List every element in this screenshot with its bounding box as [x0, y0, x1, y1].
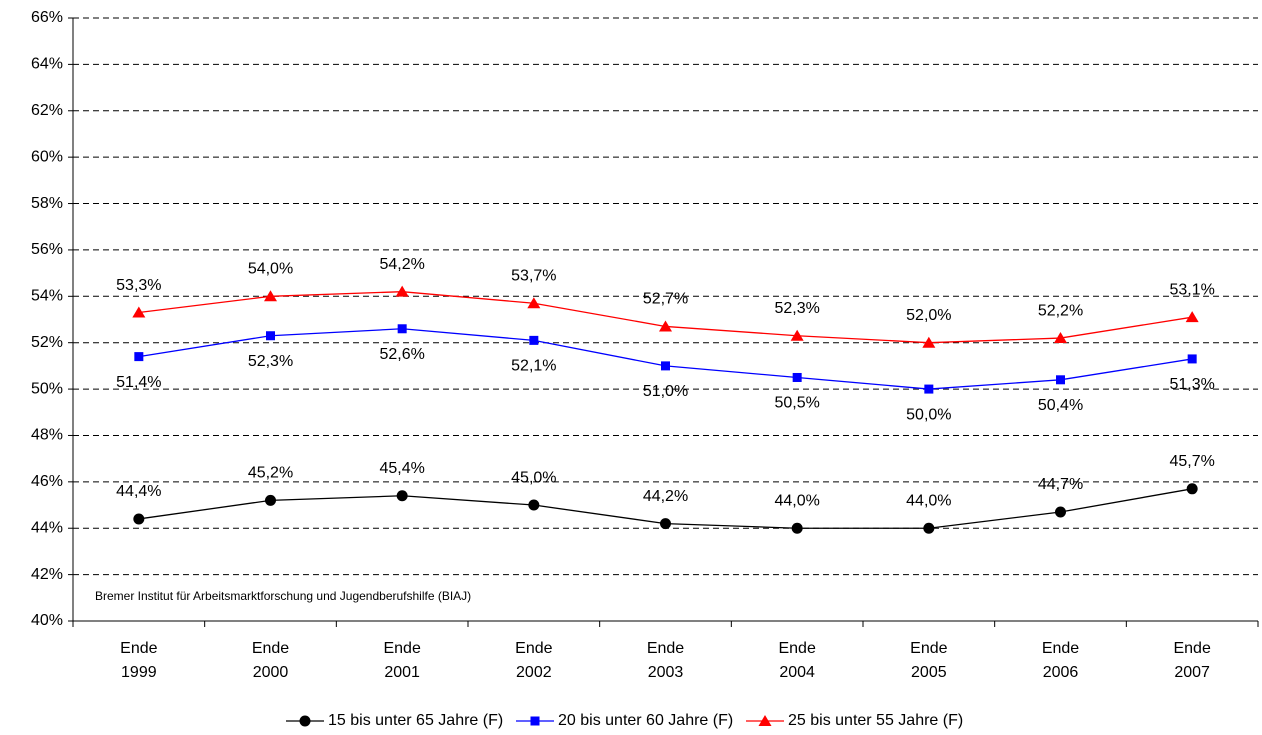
point: [924, 384, 934, 394]
y-tick-label: 54%: [31, 288, 63, 305]
data-label: 44,0%: [906, 492, 951, 509]
data-label: 53,1%: [1169, 281, 1214, 298]
data-label: 45,2%: [248, 465, 293, 482]
y-tick-label: 50%: [31, 380, 63, 397]
point: [661, 361, 670, 371]
legend-label: 15 bis unter 65 Jahre (F): [328, 712, 503, 729]
x-tick-label: Ende 2002: [515, 640, 552, 681]
point: [266, 331, 275, 341]
y-tick-label: 66%: [31, 9, 63, 26]
data-label: 52,7%: [643, 291, 688, 308]
data-label: 44,7%: [1038, 476, 1083, 493]
series-line: [138, 328, 1193, 390]
source-note: Bremer Institut für Arbeitsmarktforschun…: [95, 589, 471, 603]
data-label: 45,7%: [1169, 453, 1214, 470]
point: [134, 352, 144, 362]
point: [790, 329, 804, 341]
point: [660, 518, 671, 530]
data-label: 52,6%: [379, 346, 424, 363]
legend-item: 15 bis unter 65 Jahre (F): [286, 712, 503, 729]
legend-label: 20 bis unter 60 Jahre (F): [558, 712, 733, 729]
point: [1187, 354, 1197, 364]
data-label: 52,1%: [511, 358, 556, 375]
point: [1186, 483, 1198, 495]
data-label: 52,3%: [248, 353, 293, 370]
point: [1056, 375, 1065, 385]
x-tick-label: Ende 2000: [252, 640, 289, 681]
y-tick-label: 64%: [31, 56, 63, 73]
point: [923, 522, 935, 534]
legend-item: 20 bis unter 60 Jahre (F): [516, 712, 733, 729]
data-label: 51,4%: [116, 374, 161, 391]
data-label: 44,2%: [643, 488, 688, 505]
data-label: 52,0%: [906, 307, 951, 324]
x-tick-label: Ende 2007: [1173, 640, 1210, 681]
data-label: 53,3%: [116, 277, 161, 294]
data-label: 44,0%: [774, 492, 819, 509]
x-tick-label: Ende 2005: [910, 640, 947, 681]
y-tick-label: 62%: [31, 102, 63, 119]
point: [659, 320, 672, 332]
y-tick-label: 46%: [31, 473, 63, 490]
x-tick-label: Ende 2001: [383, 640, 420, 681]
y-tick-label: 44%: [31, 519, 63, 536]
data-label: 50,5%: [774, 395, 819, 412]
legend-marker: [530, 716, 540, 726]
point: [1054, 332, 1067, 344]
point: [265, 494, 276, 506]
y-tick-label: 40%: [31, 612, 63, 629]
x-tick-label: Ende 1999: [120, 640, 157, 681]
point: [527, 297, 541, 309]
point: [529, 335, 539, 345]
point: [264, 290, 277, 302]
point: [1185, 311, 1199, 323]
legend-label: 25 bis unter 55 Jahre (F): [788, 712, 963, 729]
point: [1055, 506, 1066, 518]
data-label: 52,3%: [774, 300, 819, 317]
point: [791, 522, 803, 534]
data-label: 52,2%: [1038, 302, 1083, 319]
point: [132, 306, 146, 318]
point: [133, 513, 145, 525]
y-tick-label: 42%: [31, 566, 63, 583]
legend-marker: [758, 715, 772, 726]
legend-marker: [299, 715, 311, 727]
y-tick-label: 48%: [31, 427, 63, 444]
data-label: 50,4%: [1038, 397, 1083, 414]
y-tick-label: 58%: [31, 195, 63, 212]
point: [922, 336, 936, 348]
x-tick-label: Ende 2004: [778, 640, 815, 681]
data-label: 44,4%: [116, 483, 161, 500]
data-label: 45,0%: [511, 469, 556, 486]
point: [396, 490, 408, 502]
y-tick-label: 56%: [31, 241, 63, 258]
y-tick-label: 60%: [31, 148, 63, 165]
data-label: 50,0%: [906, 406, 951, 423]
data-label: 45,4%: [379, 460, 424, 477]
point: [397, 324, 407, 334]
x-tick-label: Ende 2003: [647, 640, 684, 681]
point: [395, 285, 409, 297]
legend-item: 25 bis unter 55 Jahre (F): [746, 712, 963, 729]
x-tick-label: Ende 2006: [1042, 640, 1079, 681]
data-label: 51,3%: [1169, 376, 1214, 393]
data-label: 51,0%: [643, 383, 688, 400]
point: [792, 372, 802, 382]
data-label: 54,2%: [379, 256, 424, 273]
point: [528, 499, 540, 511]
y-tick-label: 52%: [31, 334, 63, 351]
data-label: 54,0%: [248, 261, 293, 278]
data-label: 53,7%: [511, 267, 556, 284]
